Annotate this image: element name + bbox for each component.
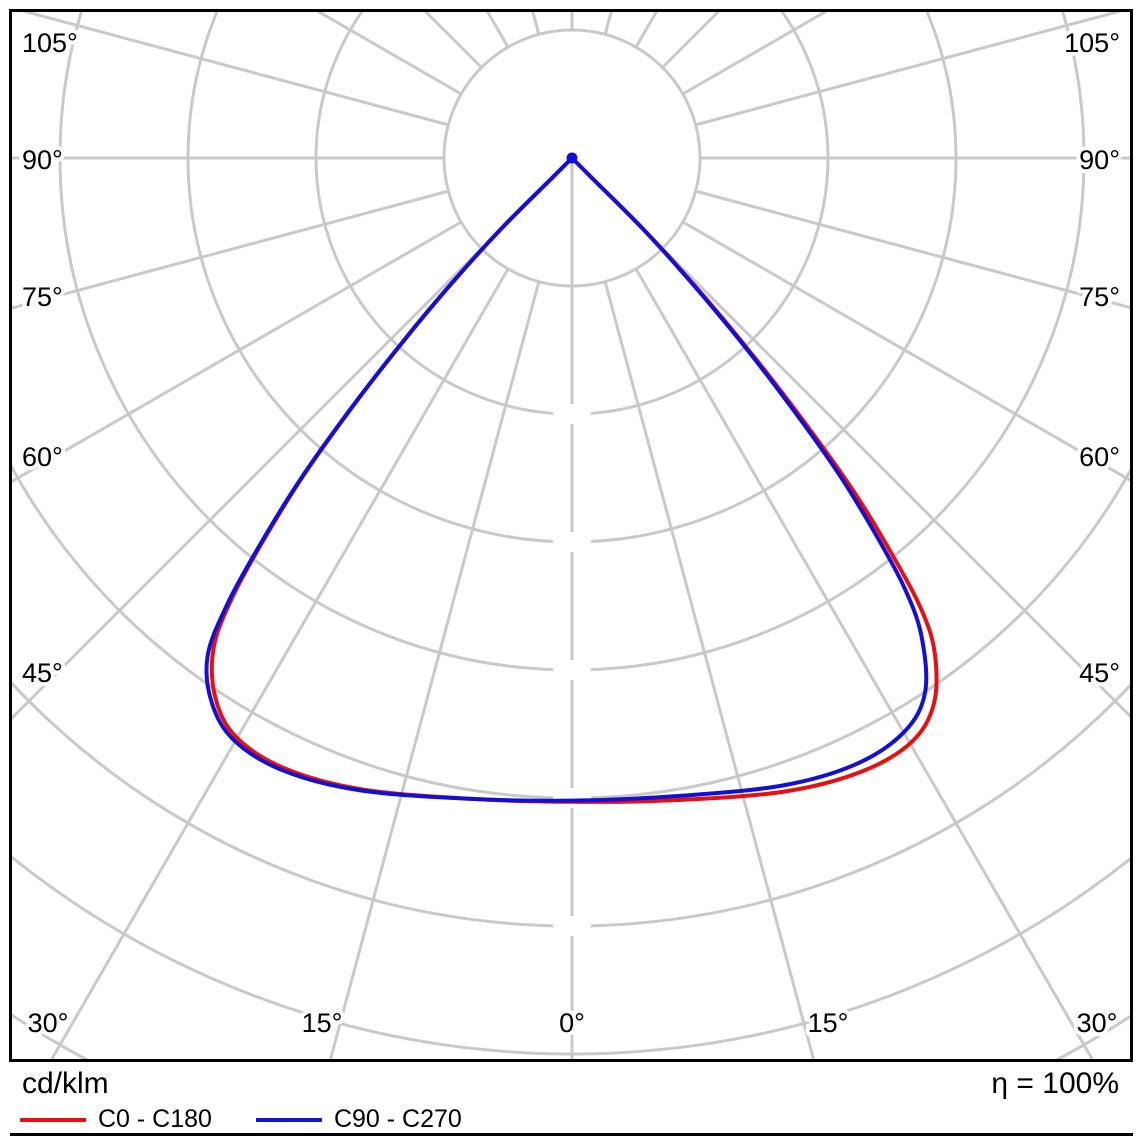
radial-tick-label-box — [553, 404, 591, 424]
radial-tick-label-box — [553, 532, 591, 552]
grid-spoke — [695, 12, 1123, 127]
legend-area: cd/klm η = 100% C0 - C180 C90 - C270 — [0, 1063, 1143, 1143]
intensity-curve-c0-c180 — [209, 156, 939, 804]
angle-label: 75° — [1079, 282, 1120, 312]
angle-label: 30° — [1077, 1008, 1118, 1038]
legend-row: C0 - C180 C90 - C270 — [20, 1105, 462, 1134]
grid-spoke — [531, 12, 541, 35]
angle-label: 60° — [1079, 442, 1120, 472]
legend-swatch-c0-c180 — [20, 1117, 86, 1122]
angle-label: 30° — [28, 1008, 69, 1038]
intensity-curve-c90-c270 — [204, 156, 929, 803]
grid-spoke — [661, 247, 1130, 719]
grid-spoke — [12, 189, 449, 310]
grid-spoke — [682, 220, 1130, 482]
angle-label: 90° — [22, 145, 63, 175]
angle-label: 105° — [1064, 28, 1120, 58]
grid-spoke — [634, 268, 1094, 1059]
grid-spoke — [695, 189, 1130, 310]
angle-label: 105° — [22, 28, 78, 58]
angle-label: 60° — [22, 442, 63, 472]
grid-spoke — [603, 281, 815, 1059]
efficiency-label: η = 100% — [991, 1067, 1119, 1100]
radial-tick-label-box — [553, 788, 591, 808]
angle-label: 15° — [808, 1008, 849, 1038]
grid-spoke — [50, 268, 510, 1059]
angle-label: 90° — [1079, 145, 1120, 175]
angle-label: 15° — [302, 1008, 343, 1038]
angle-label: 0° — [559, 1008, 585, 1038]
grid-spoke — [12, 247, 483, 721]
legend-swatch-c90-c270 — [255, 1117, 322, 1122]
legend-label-c0-c180: C0 - C180 — [98, 1105, 212, 1133]
units-label: cd/klm — [22, 1067, 109, 1100]
plot-frame — [9, 9, 1133, 1062]
grid-spoke — [329, 281, 541, 1059]
angle-label: 45° — [1079, 658, 1120, 688]
grid-spoke — [603, 12, 613, 35]
angle-label: 45° — [22, 658, 63, 688]
radial-tick-label-box — [553, 916, 591, 936]
radial-tick-label-box — [553, 660, 591, 680]
legend-bottom-rule — [10, 1133, 1133, 1136]
polar-plot: 105° 90° 75° 60° 45° 105° 90° 75° 60° 45° 30° 15° 0°… — [9, 9, 1133, 1062]
angle-label: 75° — [22, 282, 63, 312]
legend-label-c90-c270: C90 - C270 — [333, 1105, 462, 1133]
grid-spoke — [21, 12, 449, 127]
grid-spoke — [12, 220, 462, 484]
polar-origin-dot — [566, 152, 578, 164]
